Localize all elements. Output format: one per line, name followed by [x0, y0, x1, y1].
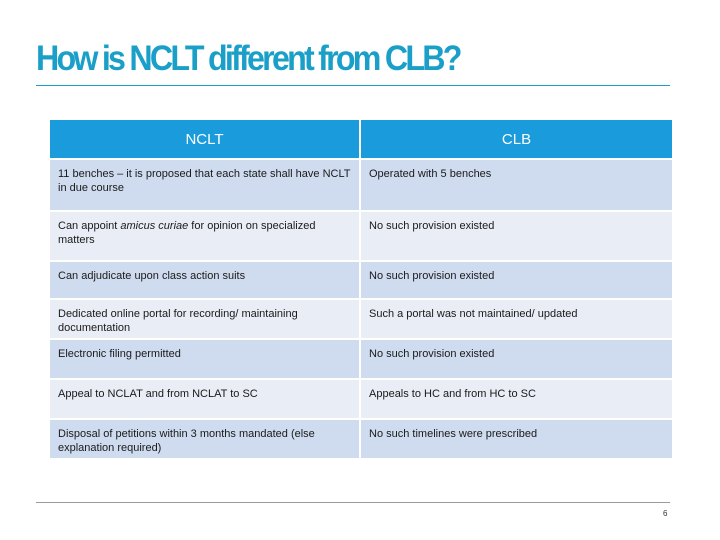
nclt-cell: Can appoint amicus curiae for opinion on… — [50, 211, 361, 262]
clb-cell: No such provision existed — [360, 211, 672, 262]
nclt-cell: 11 benches – it is proposed that each st… — [50, 159, 361, 212]
header-clb: CLB — [360, 120, 672, 160]
table-row: Appeal to NCLAT and from NCLAT to SC App… — [50, 379, 672, 420]
table-row: Can adjudicate upon class action suits N… — [50, 261, 672, 300]
table-row: Can appoint amicus curiae for opinion on… — [50, 211, 672, 262]
nclt-text: Disposal of petitions within 3 months ma… — [58, 428, 315, 454]
clb-cell: No such timelines were prescribed — [360, 419, 672, 460]
nclt-text: Electronic filing permitted — [58, 348, 181, 360]
clb-cell: Appeals to HC and from HC to SC — [360, 379, 672, 420]
nclt-text: Can appoint — [58, 220, 121, 232]
table-row: Disposal of petitions within 3 months ma… — [50, 419, 672, 460]
nclt-text: Dedicated online portal for recording/ m… — [58, 308, 298, 334]
nclt-text-continued: for opinion on specialized matters — [58, 220, 316, 246]
header-nclt: NCLT — [50, 120, 361, 160]
nclt-emphasis: amicus curiae — [120, 220, 189, 232]
page-number: 6 — [663, 509, 668, 518]
table-header-row: NCLT CLB — [50, 120, 672, 160]
table-row: Electronic filing permitted No such prov… — [50, 339, 672, 380]
nclt-cell: Appeal to NCLAT and from NCLAT to SC — [50, 379, 361, 420]
nclt-cell: Disposal of petitions within 3 months ma… — [50, 419, 361, 460]
nclt-text: Appeal to NCLAT and from NCLAT to SC — [58, 388, 258, 400]
clb-cell: No such provision existed — [360, 261, 672, 300]
nclt-cell: Can adjudicate upon class action suits — [50, 261, 361, 300]
nclt-cell: Dedicated online portal for recording/ m… — [50, 299, 361, 340]
slide-title: How is NCLT different from CLB? — [36, 39, 462, 78]
nclt-text: Can adjudicate upon class action suits — [58, 270, 246, 282]
footer-divider — [36, 502, 670, 503]
clb-cell: Operated with 5 benches — [360, 159, 672, 212]
clb-cell: Such a portal was not maintained/ update… — [360, 299, 672, 340]
table-row: 11 benches – it is proposed that each st… — [50, 159, 672, 212]
comparison-table: NCLT CLB 11 benches – it is proposed tha… — [50, 120, 672, 460]
title-divider — [36, 85, 670, 86]
nclt-text: 11 benches – it is proposed that each st… — [58, 168, 351, 194]
nclt-cell: Electronic filing permitted — [50, 339, 361, 380]
clb-cell: No such provision existed — [360, 339, 672, 380]
table-row: Dedicated online portal for recording/ m… — [50, 299, 672, 340]
